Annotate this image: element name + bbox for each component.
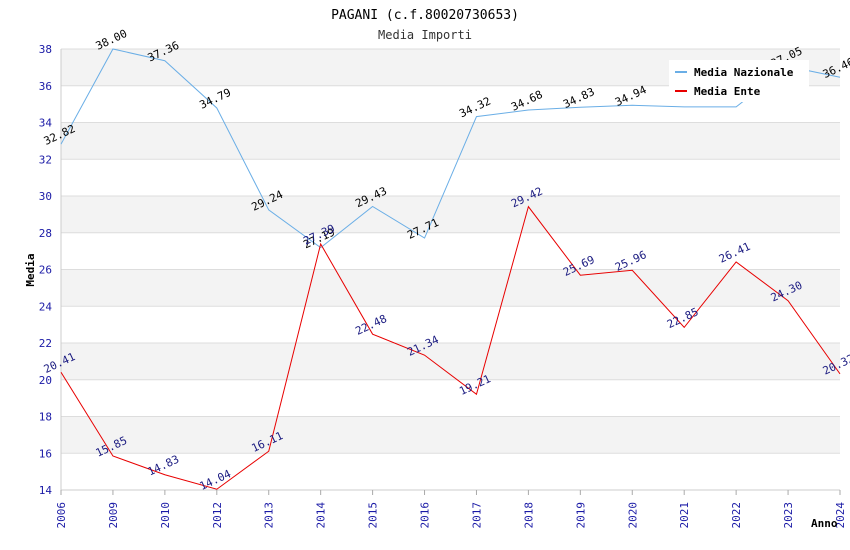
y-tick-label: 16 — [39, 447, 52, 460]
x-tick-labels: 2006 2009 2010 2012 2013 2014 2015 2016 2017 2018… — [55, 490, 847, 529]
y-tick-label: 34 — [39, 117, 53, 130]
y-tick-label: 24 — [39, 300, 53, 313]
legend: Media Nazionale Media Ente — [669, 60, 809, 102]
grid-band — [61, 196, 840, 233]
x-tick-label: 2016 — [419, 502, 432, 529]
x-tick-label: 2022 — [730, 502, 743, 529]
x-tick-label: 2010 — [159, 502, 172, 529]
y-tick-label: 38 — [39, 43, 52, 56]
y-tick-label: 18 — [39, 411, 52, 424]
legend-box — [669, 60, 809, 102]
y-tick-label: 36 — [39, 80, 52, 93]
axes — [60, 49, 840, 491]
x-tick-label: 2009 — [107, 502, 120, 529]
x-tick-label: 2017 — [470, 502, 483, 529]
y-tick-label: 14 — [39, 484, 53, 497]
grid-band — [61, 232, 840, 270]
y-axis-label: Media — [24, 253, 37, 286]
x-tick-label: 2012 — [211, 502, 224, 529]
y-tick-label: 26 — [39, 264, 52, 277]
legend-entry: Media Nazionale — [694, 66, 794, 79]
grid-band — [61, 416, 840, 454]
x-tick-label: 2020 — [626, 502, 639, 529]
y-tick-label: 28 — [39, 227, 52, 240]
grid-band — [61, 306, 840, 343]
x-tick-label: 2014 — [315, 502, 328, 529]
x-tick-label: 2024 — [834, 502, 847, 529]
grid-bands — [61, 49, 840, 490]
series-lines — [60, 48, 841, 490]
y-tick-label: 20 — [39, 374, 52, 387]
x-tick-label: 2019 — [574, 502, 587, 529]
series-line-media-ente — [60, 205, 841, 490]
series-line-media-nazionale — [60, 48, 841, 249]
x-tick-label: 2023 — [782, 502, 795, 529]
grid-band — [61, 379, 840, 417]
y-tick-label: 22 — [39, 337, 52, 350]
grid-band — [61, 122, 840, 160]
x-tick-label: 2021 — [678, 502, 691, 529]
x-tick-label: 2013 — [263, 502, 276, 529]
grid-band — [61, 269, 840, 307]
legend-entry: Media Ente — [694, 85, 761, 98]
x-tick-label: 2015 — [367, 502, 380, 529]
x-axis-label: Anno — [811, 517, 838, 530]
y-tick-label: 30 — [39, 190, 52, 203]
chart-title: PAGANI (c.f.80020730653) — [331, 8, 519, 23]
x-tick-label: 2018 — [522, 502, 535, 529]
grid-band — [61, 453, 840, 490]
chart-subtitle: Media Importi — [378, 28, 472, 42]
y-tick-labels: 14 16 18 20 22 24 26 28 30 32 34 36 38 — [39, 43, 53, 497]
y-tick-label: 32 — [39, 153, 52, 166]
grid-band — [61, 343, 840, 380]
x-tick-label: 2006 — [55, 502, 68, 529]
